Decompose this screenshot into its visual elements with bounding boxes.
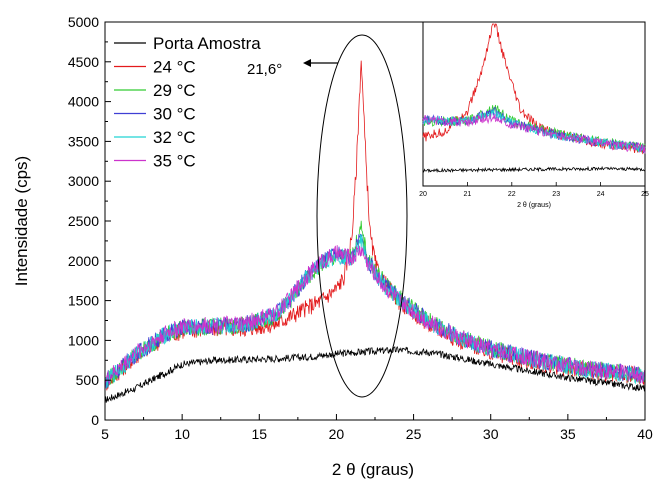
y-tick-label: 4000 bbox=[68, 94, 99, 110]
x-axis: 5 10 15 20 25 30 35 40 bbox=[101, 414, 653, 442]
legend-entry: 35 °C bbox=[153, 152, 196, 171]
x-axis-label: 2 θ (graus) bbox=[332, 460, 414, 479]
x-tick-label: 20 bbox=[329, 426, 345, 442]
annotation-arrowhead bbox=[303, 59, 311, 67]
inset-x-axis: 20 21 22 23 24 25 bbox=[419, 182, 649, 198]
series-line bbox=[104, 245, 646, 389]
legend-entry: 29 °C bbox=[153, 81, 196, 100]
y-tick-label: 2500 bbox=[68, 213, 99, 229]
inset-x-tick-label: 23 bbox=[552, 191, 560, 198]
y-tick-label: 3500 bbox=[68, 133, 99, 149]
inset-x-tick-label: 24 bbox=[597, 191, 605, 198]
y-axis: 0 500 1000 1500 2000 2500 3000 3500 4000 4500 5000 bbox=[68, 14, 111, 428]
inset-x-tick-label: 22 bbox=[508, 191, 516, 198]
y-tick-label: 2000 bbox=[68, 253, 99, 269]
y-tick-label: 1000 bbox=[68, 332, 99, 348]
y-tick-label: 3000 bbox=[68, 173, 99, 189]
legend: Porta Amostra 24 °C 29 °C 30 °C 32 °C 35 °C bbox=[114, 34, 261, 171]
y-tick-label: 5000 bbox=[68, 14, 99, 30]
legend-entry: 24 °C bbox=[153, 58, 196, 77]
inset-series-line bbox=[422, 165, 646, 174]
y-tick-label: 0 bbox=[91, 412, 99, 428]
x-tick-label: 30 bbox=[483, 426, 499, 442]
y-tick-label: 500 bbox=[76, 372, 100, 388]
x-tick-label: 25 bbox=[406, 426, 422, 442]
inset-x-tick-label: 25 bbox=[641, 191, 649, 198]
legend-entry: Porta Amostra bbox=[153, 34, 261, 53]
y-tick-label: 4500 bbox=[68, 54, 99, 70]
inset-x-tick-label: 20 bbox=[419, 191, 427, 198]
legend-entry: 32 °C bbox=[153, 128, 196, 147]
inset-chart: 20 21 22 23 24 25 2 θ (graus) bbox=[419, 21, 649, 209]
y-tick-label: 1500 bbox=[68, 293, 99, 309]
inset-x-axis-label: 2 θ (graus) bbox=[517, 202, 551, 209]
series-line bbox=[104, 345, 646, 403]
inset-series-group bbox=[422, 23, 646, 174]
peak-highlight-ellipse bbox=[316, 34, 408, 398]
x-tick-label: 40 bbox=[637, 426, 653, 442]
legend-entry: 30 °C bbox=[153, 105, 196, 124]
main-series-group bbox=[104, 60, 646, 403]
peak-annotation: 21,6° bbox=[247, 61, 282, 78]
x-tick-label: 15 bbox=[251, 426, 267, 442]
y-axis-label: Intensidade (cps) bbox=[12, 156, 31, 286]
x-tick-label: 10 bbox=[174, 426, 190, 442]
inset-series-line bbox=[422, 113, 646, 154]
inset-x-tick-label: 21 bbox=[464, 191, 472, 198]
x-tick-label: 5 bbox=[101, 426, 109, 442]
x-tick-label: 35 bbox=[560, 426, 576, 442]
inset-frame bbox=[422, 21, 646, 187]
